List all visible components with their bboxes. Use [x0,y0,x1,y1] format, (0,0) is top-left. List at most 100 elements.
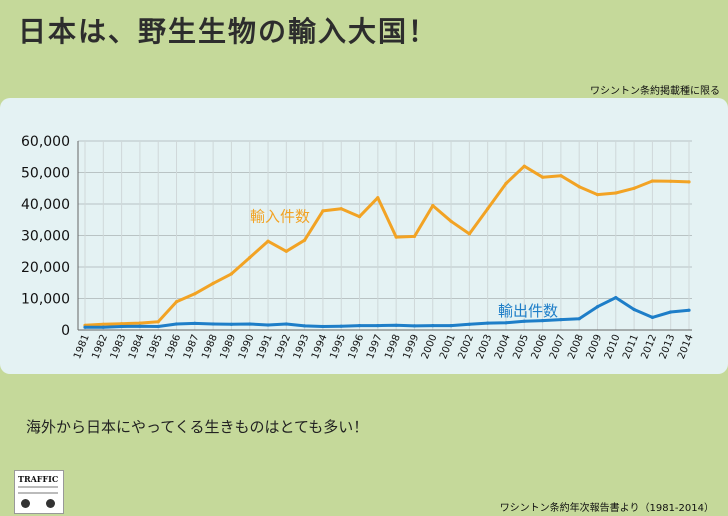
x-tick-label: 2004 [493,333,513,361]
x-tick-label: 2000 [420,333,440,361]
iucn-icon [46,499,55,508]
y-tick-label: 20,000 [21,260,70,276]
data-point [138,321,142,325]
source-text: ワシントン条約年次報告書より（1981-2014） [499,503,714,514]
data-point [559,318,563,322]
data-point [431,204,435,208]
x-tick-label: 1984 [127,333,147,361]
data-point [376,324,380,328]
data-point [321,324,325,329]
x-tick-label: 1985 [145,333,165,361]
x-tick-label: 2010 [603,333,623,361]
x-tick-label: 2002 [456,333,476,361]
x-tick-label: 2008 [566,333,586,361]
data-point [449,219,453,223]
data-point [156,324,160,329]
data-point [577,317,581,321]
x-tick-label: 1993 [292,333,312,361]
data-point [211,281,215,285]
x-tick-label: 1997 [365,333,385,361]
x-tick-label: 1986 [164,333,184,361]
series-label: 輸入件数 [250,208,310,226]
data-point [120,322,124,326]
data-point [229,322,233,326]
y-tick-label: 50,000 [21,166,70,182]
data-point [321,209,325,213]
data-point [284,249,288,253]
data-point [632,186,636,190]
logo-line [18,492,58,494]
data-point [120,324,124,329]
x-tick-label: 1982 [90,333,110,361]
x-tick-label: 2001 [438,333,458,361]
data-point [559,174,563,178]
data-point [541,175,545,179]
traffic-logo: TRAFFIC [14,470,64,514]
data-point [83,325,87,329]
data-point [138,324,142,328]
data-point [614,296,618,300]
x-tick-label: 1991 [255,333,275,361]
data-point [303,324,307,328]
data-point [522,319,526,323]
x-tick-label: 1994 [310,333,330,361]
x-tick-label: 2011 [621,333,641,361]
x-tick-label: 1998 [383,333,403,361]
data-point [467,232,471,236]
data-point [284,322,288,326]
data-point [248,256,252,260]
y-tick-label: 0 [61,323,70,339]
caption-text: 海外から日本にやってくる生きものはとても多い！ [26,418,369,436]
x-tick-label: 2009 [585,333,605,361]
x-tick-label: 1992 [273,333,293,361]
x-tick-label: 2003 [475,333,495,361]
data-point [669,179,673,183]
data-point [486,207,490,211]
data-point [266,323,270,327]
data-point [431,324,435,328]
x-tick-label: 2006 [530,333,550,361]
data-point [376,196,380,200]
data-point [193,292,197,296]
data-point [650,315,655,319]
page-title: 日本は、野生生物の輸入大国！ [18,15,439,48]
data-point [687,308,691,312]
data-point [193,321,197,325]
data-point [577,185,581,189]
data-point [248,322,252,326]
x-tick-label: 2005 [511,333,531,361]
series-line [84,164,690,327]
data-point [394,323,398,327]
data-point [449,324,453,328]
data-point [522,164,526,168]
data-point [339,324,343,328]
x-tick-label: 1981 [72,333,92,361]
y-tick-label: 30,000 [21,229,70,245]
data-point [101,322,105,326]
data-point [650,179,655,183]
series-label: 輸出件数 [498,302,558,320]
x-tick-label: 2013 [658,333,678,361]
data-point [101,325,105,329]
data-point [467,322,471,326]
data-point [266,239,270,243]
data-point [595,193,600,197]
data-point [394,235,398,239]
data-point [669,310,673,314]
data-point [412,234,417,238]
x-tick-label: 1999 [402,333,422,361]
data-point [541,319,545,323]
traffic-logo-text: TRAFFIC [18,474,59,484]
data-point [339,207,343,211]
data-point [632,307,636,312]
wwf-icon [21,499,30,508]
y-tick-label: 10,000 [21,292,70,308]
data-point [211,322,215,326]
y-tick-label: 60,000 [21,134,70,150]
data-point [595,305,600,309]
data-point [174,322,179,326]
x-tick-label: 2007 [548,333,568,361]
data-point [357,215,362,219]
data-point [614,191,618,195]
chart-note: ワシントン条約掲載種に限る [590,86,720,97]
